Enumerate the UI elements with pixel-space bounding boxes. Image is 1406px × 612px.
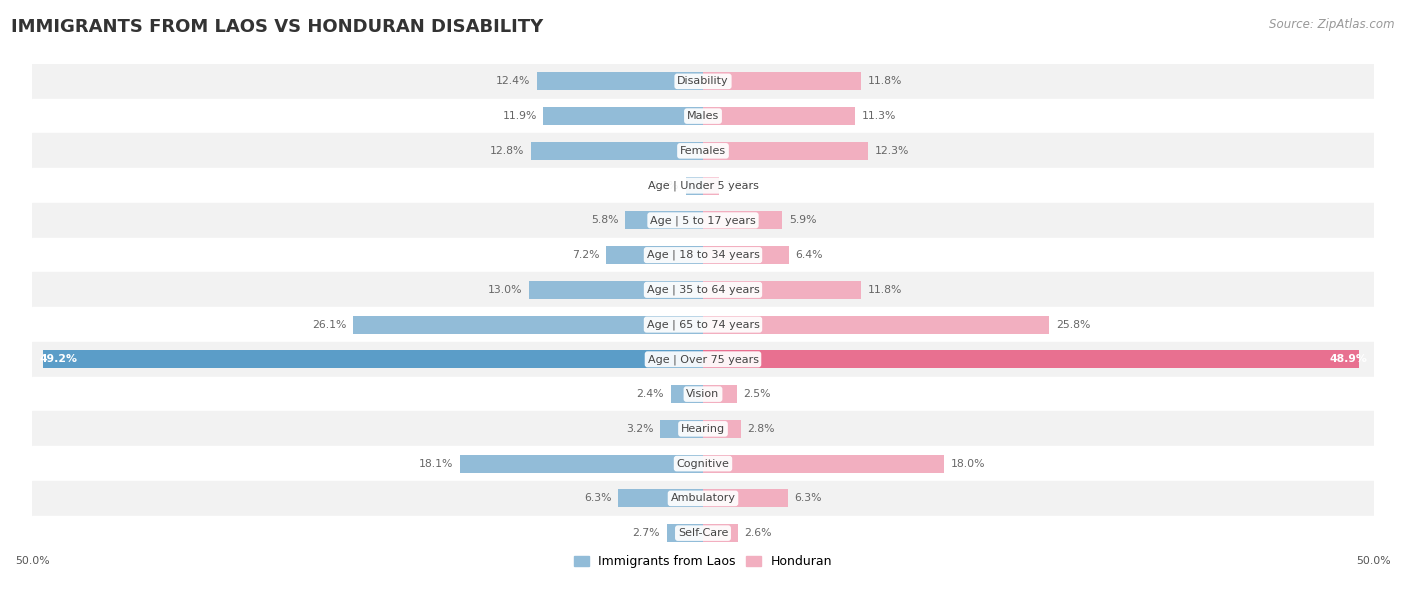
Text: 6.3%: 6.3% [794, 493, 821, 503]
Text: Self-Care: Self-Care [678, 528, 728, 538]
Bar [32, 237, 1374, 272]
Text: 1.2%: 1.2% [725, 181, 754, 190]
Bar [703, 490, 787, 507]
Bar [531, 142, 703, 160]
Text: Age | Under 5 years: Age | Under 5 years [648, 181, 758, 191]
Text: 49.2%: 49.2% [39, 354, 77, 364]
Text: 12.4%: 12.4% [495, 76, 530, 86]
Text: Females: Females [681, 146, 725, 156]
Text: 12.8%: 12.8% [491, 146, 524, 156]
Bar [32, 307, 1374, 342]
Text: 2.4%: 2.4% [637, 389, 664, 399]
Text: Males: Males [688, 111, 718, 121]
Text: 48.9%: 48.9% [1329, 354, 1367, 364]
Bar [703, 385, 737, 403]
Text: 2.6%: 2.6% [745, 528, 772, 538]
Text: 11.9%: 11.9% [502, 111, 537, 121]
Bar [32, 272, 1374, 307]
Text: 5.8%: 5.8% [591, 215, 619, 225]
Bar [659, 420, 703, 438]
Text: 2.7%: 2.7% [633, 528, 659, 538]
Bar [703, 246, 789, 264]
Bar [666, 524, 703, 542]
Bar [529, 281, 703, 299]
Text: Age | 65 to 74 years: Age | 65 to 74 years [647, 319, 759, 330]
Text: Cognitive: Cognitive [676, 458, 730, 469]
Bar [32, 168, 1374, 203]
Text: 25.8%: 25.8% [1056, 319, 1090, 330]
Text: 1.3%: 1.3% [651, 181, 679, 190]
Bar [32, 133, 1374, 168]
Text: 12.3%: 12.3% [875, 146, 910, 156]
Bar [703, 211, 782, 230]
Bar [543, 107, 703, 125]
Text: 11.8%: 11.8% [868, 76, 903, 86]
Text: 13.0%: 13.0% [488, 285, 522, 295]
Text: 6.3%: 6.3% [585, 493, 612, 503]
Bar [703, 281, 862, 299]
Text: 7.2%: 7.2% [572, 250, 600, 260]
Bar [537, 72, 703, 91]
Text: 18.1%: 18.1% [419, 458, 454, 469]
Bar [703, 72, 862, 91]
Bar [32, 203, 1374, 237]
Bar [703, 176, 718, 195]
Bar [703, 107, 855, 125]
Bar [671, 385, 703, 403]
Text: 26.1%: 26.1% [312, 319, 346, 330]
Text: 6.4%: 6.4% [796, 250, 823, 260]
Bar [32, 64, 1374, 99]
Bar [703, 524, 738, 542]
Bar [32, 411, 1374, 446]
Bar [703, 316, 1049, 334]
Text: 18.0%: 18.0% [950, 458, 986, 469]
Text: Age | 18 to 34 years: Age | 18 to 34 years [647, 250, 759, 260]
Text: Hearing: Hearing [681, 424, 725, 434]
Text: Age | 35 to 64 years: Age | 35 to 64 years [647, 285, 759, 295]
Text: 11.3%: 11.3% [862, 111, 896, 121]
Text: Ambulatory: Ambulatory [671, 493, 735, 503]
Bar [32, 516, 1374, 551]
Text: 11.8%: 11.8% [868, 285, 903, 295]
Text: Disability: Disability [678, 76, 728, 86]
Bar [703, 455, 945, 472]
Text: Age | 5 to 17 years: Age | 5 to 17 years [650, 215, 756, 226]
Bar [703, 142, 868, 160]
Text: Source: ZipAtlas.com: Source: ZipAtlas.com [1270, 18, 1395, 31]
Bar [32, 481, 1374, 516]
Text: 2.5%: 2.5% [744, 389, 770, 399]
Bar [703, 350, 1360, 368]
Bar [32, 446, 1374, 481]
Bar [686, 176, 703, 195]
Bar [353, 316, 703, 334]
Bar [460, 455, 703, 472]
Text: 2.8%: 2.8% [747, 424, 775, 434]
Legend: Immigrants from Laos, Honduran: Immigrants from Laos, Honduran [568, 550, 838, 573]
Bar [32, 99, 1374, 133]
Bar [32, 377, 1374, 411]
Text: 3.2%: 3.2% [626, 424, 654, 434]
Text: Vision: Vision [686, 389, 720, 399]
Bar [619, 490, 703, 507]
Bar [44, 350, 703, 368]
Bar [626, 211, 703, 230]
Bar [606, 246, 703, 264]
Text: Age | Over 75 years: Age | Over 75 years [648, 354, 758, 365]
Bar [32, 342, 1374, 377]
Bar [703, 420, 741, 438]
Text: IMMIGRANTS FROM LAOS VS HONDURAN DISABILITY: IMMIGRANTS FROM LAOS VS HONDURAN DISABIL… [11, 18, 544, 36]
Text: 5.9%: 5.9% [789, 215, 817, 225]
